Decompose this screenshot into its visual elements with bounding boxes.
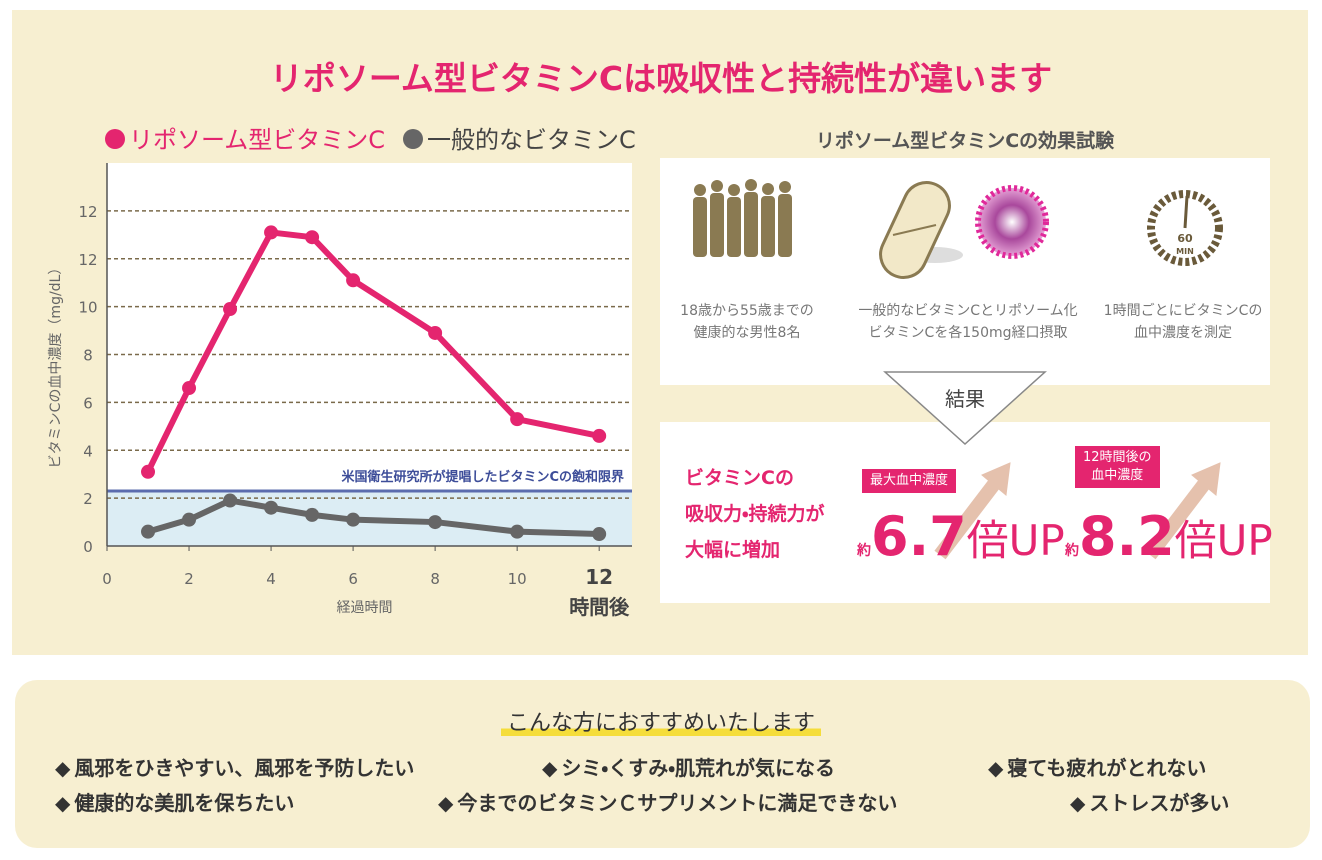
result-arrow: 結果 bbox=[883, 371, 1047, 446]
caption-line: 血中濃度を測定 bbox=[1134, 325, 1232, 341]
x-unit: 時間後 bbox=[569, 595, 630, 619]
trial-icons: 60 MIN bbox=[693, 179, 1223, 279]
data-point bbox=[305, 230, 320, 245]
x-tick-label: 6 bbox=[348, 570, 358, 588]
data-point bbox=[510, 412, 525, 427]
liposome-icon bbox=[975, 185, 1049, 259]
data-point bbox=[592, 428, 607, 443]
trial-caption: 18歳から55歳までの 健康的な男性8名 bbox=[647, 300, 847, 344]
data-point bbox=[428, 325, 443, 340]
y-tick-label: 12 bbox=[78, 203, 97, 221]
recommend-item: 今までのビタミンＣサプリメントに満足できない bbox=[438, 787, 897, 816]
summary-line: ビタミンCの bbox=[685, 467, 794, 489]
up-arrows bbox=[934, 462, 1221, 560]
data-point bbox=[592, 527, 607, 542]
y-tick-label: 0 bbox=[83, 538, 93, 556]
data-point bbox=[223, 302, 238, 317]
stat-prefix: 約 bbox=[857, 543, 871, 559]
timer-unit: MIN bbox=[1176, 247, 1194, 256]
legend-label: リポソーム型ビタミンC bbox=[129, 126, 385, 154]
stat-value: 8.2 bbox=[1079, 505, 1175, 568]
recommend-item: 寝ても疲れがとれない bbox=[988, 752, 1206, 781]
y-tick-label: 12 bbox=[78, 251, 97, 269]
data-point bbox=[510, 524, 525, 539]
trial-title: リポソーム型ビタミンCの効果試験 bbox=[815, 130, 1115, 152]
y-tick-label: 10 bbox=[78, 299, 97, 317]
caption-line: ビタミンCを各150mg経口摂取 bbox=[868, 325, 1068, 341]
x-tick-label: 4 bbox=[266, 570, 276, 588]
recommend-title: こんな方におすすめいたします bbox=[0, 705, 1322, 737]
y-tick-label: 8 bbox=[83, 347, 93, 365]
stat-prefix: 約 bbox=[1065, 543, 1079, 559]
recommend-title-text: こんな方におすすめいたします bbox=[500, 711, 821, 736]
caption-line: 一般的なビタミンCとリポソーム化 bbox=[858, 303, 1078, 319]
summary-line: 大幅に増加 bbox=[685, 539, 781, 561]
recommend-item: シミ・くすみ・肌荒れが気になる bbox=[542, 752, 835, 781]
recommend-item: 健康的な美肌を保ちたい bbox=[55, 787, 294, 816]
y-tick-label: 2 bbox=[83, 490, 93, 508]
x-tick-label: 8 bbox=[430, 570, 440, 588]
y-tick-label: 6 bbox=[83, 394, 93, 412]
x-tick-label: 2 bbox=[184, 570, 194, 588]
chart: 0 2 4 6 8 10 12 12 米国衛生研究所が提唱したビタミンCの飽和限界 0 2 4 6 8 10… bbox=[48, 126, 636, 619]
data-point bbox=[305, 507, 320, 522]
data-point bbox=[223, 493, 238, 508]
recommend-item: ストレスが多い bbox=[1070, 787, 1229, 816]
y-axis-label: ビタミンCの血中濃度（mg/dL） bbox=[48, 261, 64, 469]
recommend-item: 風邪をひきやすい、風邪を予防したい bbox=[55, 752, 414, 781]
people-icon bbox=[693, 179, 792, 257]
legend-marker bbox=[403, 129, 423, 149]
caption-line: 1時間ごとにビタミンCの bbox=[1103, 303, 1263, 319]
x-tick-label: 12 bbox=[585, 565, 613, 589]
x-axis-label: 経過時間 bbox=[337, 600, 393, 616]
badge-line: 12時間後の bbox=[1083, 450, 1152, 465]
data-point bbox=[346, 273, 361, 288]
stat-suffix: 倍UP bbox=[1174, 516, 1273, 565]
badge-line: 最大血中濃度 bbox=[870, 473, 949, 488]
page-title: リポソーム型ビタミンCは吸収性と持続性が違います bbox=[269, 59, 1053, 98]
data-point bbox=[264, 225, 279, 240]
legend-marker bbox=[105, 129, 125, 149]
stat: 約6.7倍UP bbox=[857, 505, 1065, 568]
legend-label: 一般的なビタミンC bbox=[427, 126, 636, 154]
stat-suffix: 倍UP bbox=[966, 516, 1065, 565]
timer-icon: 60 MIN bbox=[1147, 190, 1223, 266]
timer-number: 60 bbox=[1177, 232, 1193, 245]
summary-line: 吸収力・持続力が bbox=[685, 503, 825, 525]
caption-line: 18歳から55歳までの bbox=[680, 303, 814, 319]
stat: 約8.2倍UP bbox=[1065, 505, 1273, 568]
stat-badge: 最大血中濃度 bbox=[862, 469, 957, 493]
data-point bbox=[182, 512, 197, 527]
data-point bbox=[182, 381, 197, 396]
result-summary: ビタミンCの 吸収力・持続力が 大幅に増加 bbox=[685, 460, 824, 568]
stat-badge: 12時間後の 血中濃度 bbox=[1075, 446, 1160, 488]
stat-value: 6.7 bbox=[871, 505, 967, 568]
x-tick-label: 10 bbox=[508, 570, 527, 588]
trial-caption: 一般的なビタミンCとリポソーム化 ビタミンCを各150mg経口摂取 bbox=[853, 300, 1083, 344]
badge-line: 血中濃度 bbox=[1091, 468, 1144, 483]
y-tick-label: 4 bbox=[83, 442, 93, 460]
data-point bbox=[264, 500, 279, 515]
threshold-label: 米国衛生研究所が提唱したビタミンCの飽和限界 bbox=[341, 469, 624, 485]
x-tick-label: 0 bbox=[102, 570, 112, 588]
caption-line: 健康的な男性8名 bbox=[693, 325, 801, 341]
data-point bbox=[141, 524, 156, 539]
trial-caption: 1時間ごとにビタミンCの 血中濃度を測定 bbox=[1083, 300, 1283, 344]
data-point bbox=[141, 464, 156, 479]
capsule-icon bbox=[879, 181, 963, 279]
result-label: 結果 bbox=[945, 387, 985, 411]
data-point bbox=[428, 515, 443, 530]
data-point bbox=[346, 512, 361, 527]
